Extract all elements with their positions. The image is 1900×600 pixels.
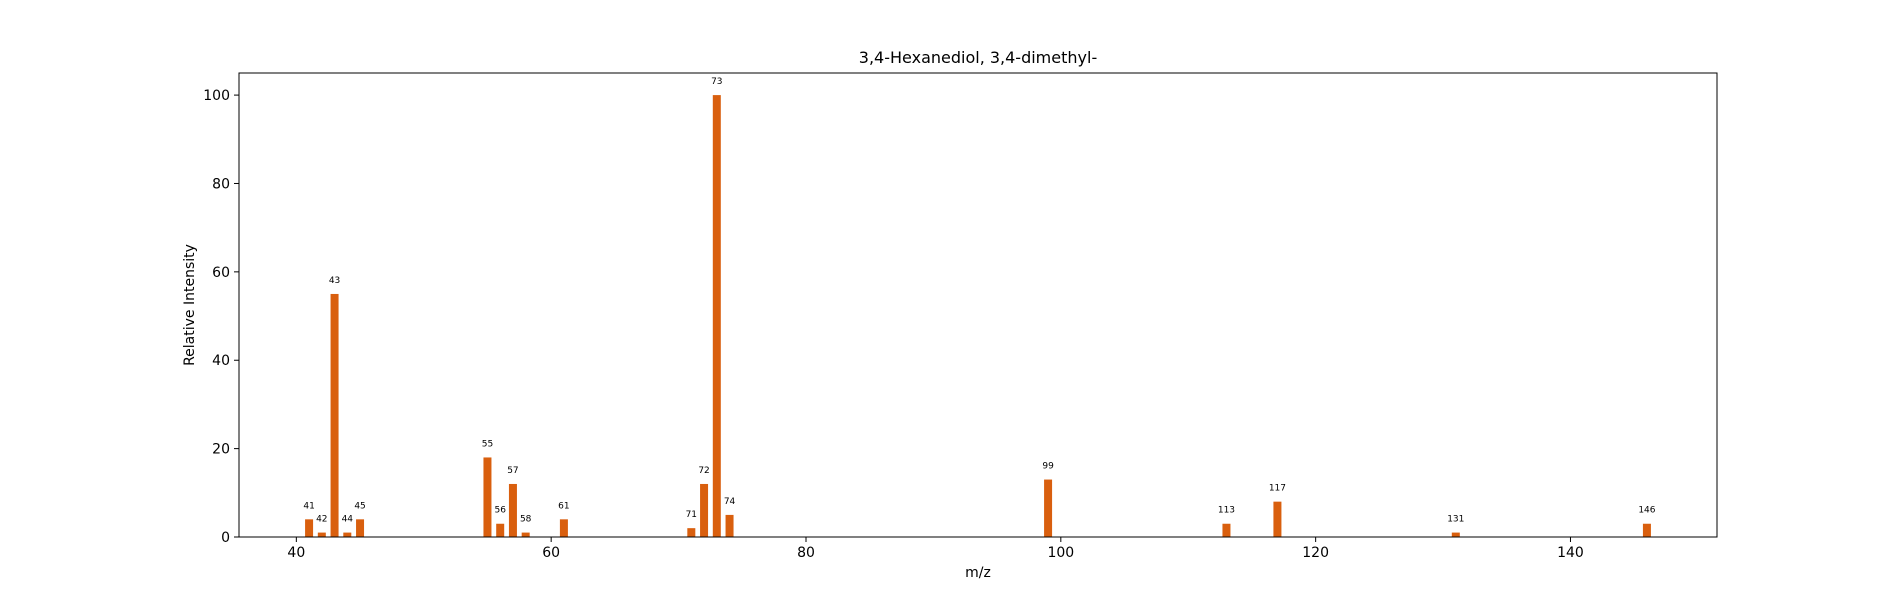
bar-mz-146 [1642, 523, 1651, 537]
data-label-mz-58: 58 [520, 515, 532, 525]
y-tick-label: 80 [212, 176, 230, 192]
data-label-mz-41: 41 [303, 501, 314, 511]
x-axis: 40 60 80 100 120 140 [287, 537, 1584, 561]
data-label-mz-73: 73 [711, 77, 722, 87]
data-label-mz-71: 71 [686, 510, 697, 520]
bar-mz-73 [712, 95, 721, 537]
x-tick-label: 40 [287, 545, 305, 561]
data-label-mz-45: 45 [354, 501, 365, 511]
data-label-mz-56: 56 [494, 506, 506, 516]
y-tick-label: 20 [212, 442, 230, 458]
bar-mz-72 [700, 483, 709, 537]
y-tick-label: 0 [221, 530, 230, 546]
y-tick-label: 40 [212, 353, 230, 369]
x-tick-label: 120 [1302, 545, 1329, 561]
data-label-mz-131: 131 [1447, 515, 1464, 525]
bar-mz-41 [305, 519, 314, 537]
bar-mz-71 [687, 528, 696, 537]
bar-mz-56 [496, 523, 505, 537]
bar-mz-58 [521, 532, 530, 537]
data-label-mz-72: 72 [698, 466, 709, 476]
bar-mz-74 [725, 514, 734, 537]
bar-mz-131 [1451, 532, 1460, 537]
y-tick-label: 100 [203, 88, 230, 104]
x-axis-title: m/z [965, 565, 991, 581]
data-label-mz-42: 42 [316, 515, 327, 525]
y-axis: 0 20 40 60 80 100 [203, 88, 239, 546]
bar-mz-113 [1222, 523, 1231, 537]
y-axis-title: Relative Intensity [182, 244, 198, 366]
data-label-mz-44: 44 [342, 515, 354, 525]
plot-frame [238, 72, 1718, 538]
data-label-mz-99: 99 [1042, 462, 1054, 472]
data-label-mz-146: 146 [1638, 506, 1655, 516]
data-label-mz-57: 57 [507, 466, 518, 476]
bar-mz-44 [343, 532, 352, 537]
chart-title: 3,4-Hexanediol, 3,4-dimethyl- [859, 48, 1097, 67]
data-label-mz-55: 55 [482, 439, 493, 449]
bar-mz-45 [356, 519, 365, 537]
bar-mz-117 [1273, 501, 1282, 537]
bar-mz-43 [330, 293, 339, 537]
bar-mz-99 [1044, 479, 1053, 537]
data-label-mz-113: 113 [1218, 506, 1235, 516]
x-tick-label: 60 [542, 545, 560, 561]
x-tick-label: 80 [797, 545, 815, 561]
y-tick-label: 60 [212, 265, 230, 281]
data-label-mz-43: 43 [329, 276, 340, 286]
bars-group [305, 95, 1651, 537]
bar-mz-61 [559, 519, 568, 537]
data-label-mz-61: 61 [558, 501, 569, 511]
x-tick-label: 140 [1557, 545, 1584, 561]
x-tick-label: 100 [1047, 545, 1074, 561]
bar-mz-55 [483, 457, 492, 537]
bar-mz-57 [508, 483, 517, 537]
data-label-mz-74: 74 [724, 497, 736, 507]
data-label-mz-117: 117 [1269, 484, 1286, 494]
bar-mz-42 [317, 532, 326, 537]
